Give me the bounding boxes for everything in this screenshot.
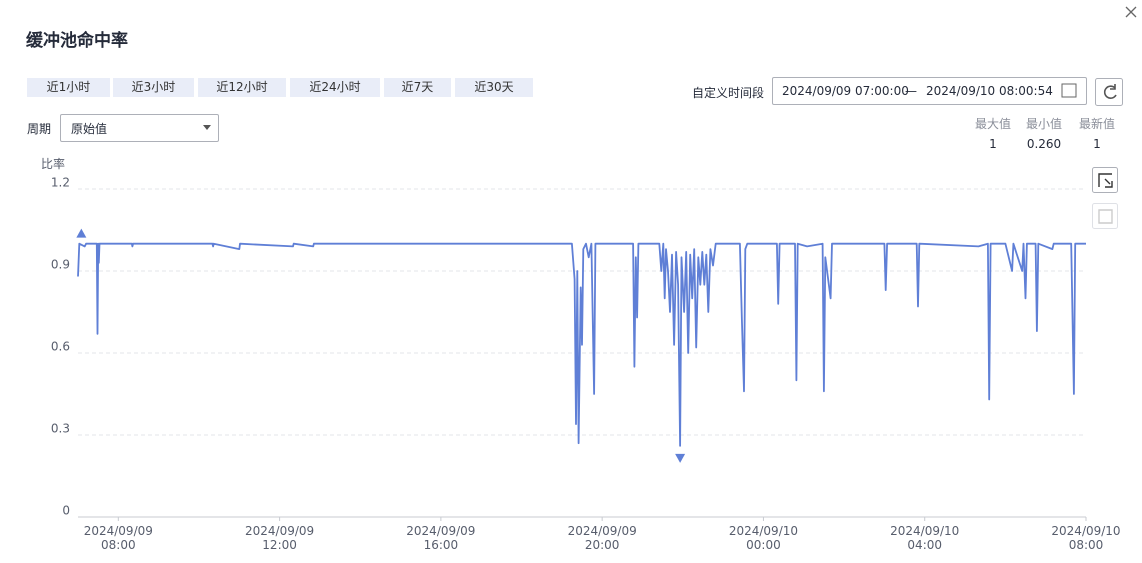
x-tick-label: 2024/09/09 16:00 (406, 524, 476, 552)
min-marker (675, 453, 686, 463)
stat-label: 最小值 (1025, 117, 1062, 131)
y-axis-label: 比率 (41, 157, 66, 171)
x-tick-label: 2024/09/10 08:00 (1051, 524, 1121, 552)
y-tick-label: 1.2 (51, 176, 70, 190)
range-button[interactable]: 近1小时 (27, 78, 110, 97)
line (77, 242, 1086, 447)
stat-label: 最大值 (974, 117, 1011, 131)
y-tick-label: 0.9 (51, 258, 70, 272)
range-button[interactable]: 近3小时 (113, 78, 194, 97)
close-icon[interactable] (1125, 6, 1137, 18)
reset-icon (1098, 209, 1113, 224)
y-tick-label: 0.6 (51, 340, 70, 354)
y-tick-label: 0.3 (51, 422, 70, 436)
zoom-button[interactable] (1092, 167, 1118, 193)
stat-value: 1 (1093, 137, 1101, 151)
x-tick-label: 2024/09/09 20:00 (567, 524, 637, 552)
max-marker (76, 228, 87, 238)
reset-button[interactable] (1092, 203, 1118, 229)
date-range[interactable] (772, 77, 1087, 105)
stat-value: 0.260 (1026, 137, 1062, 151)
refresh-icon (1103, 84, 1117, 99)
dialog-title: 缓冲池命中率 (26, 31, 128, 51)
refresh-button[interactable] (1095, 78, 1123, 106)
range-button[interactable]: 近30天 (455, 78, 533, 97)
x-tick-label: 2024/09/10 04:00 (890, 524, 960, 552)
range-button[interactable]: 近24小时 (290, 78, 380, 97)
date-separator: — (905, 84, 917, 98)
x-tick-label: 2024/09/09 12:00 (245, 524, 315, 552)
stat-value: 1 (989, 137, 997, 151)
x-tick-label: 2024/09/09 08:00 (83, 524, 153, 552)
period-select[interactable] (60, 114, 219, 142)
period-value: 原始值 (71, 122, 108, 136)
range-button[interactable]: 近12小时 (198, 78, 286, 97)
dropdown-arrow (203, 125, 211, 130)
y-tick-label: 0 (62, 504, 70, 518)
custom-label: 自定义时间段 (692, 86, 765, 100)
calendar-icon[interactable] (1061, 83, 1077, 98)
range-button[interactable]: 近7天 (384, 78, 451, 97)
x-tick-label: 2024/09/10 00:00 (728, 524, 799, 552)
start-date: 2024/09/09 07:00:00 (782, 84, 909, 98)
period-label: 周期 (27, 122, 52, 136)
zoom-icon (1098, 173, 1113, 188)
end-date: 2024/09/10 08:00:54 (926, 84, 1053, 98)
stat-label: 最新值 (1078, 117, 1115, 131)
